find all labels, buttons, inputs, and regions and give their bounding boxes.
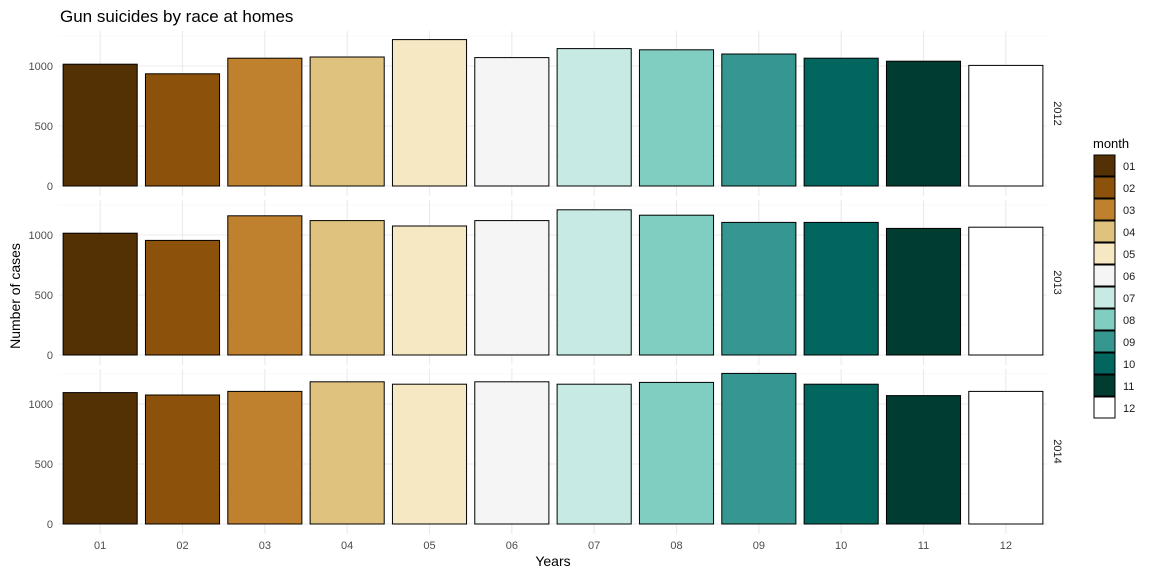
y-tick-label: 1000	[29, 61, 53, 73]
bar-2014-08	[638, 381, 715, 525]
y-tick-label: 500	[35, 459, 53, 471]
legend-label-10: 10	[1123, 359, 1135, 371]
facet-label-2013: 2013	[1051, 270, 1063, 294]
chart-title: Gun suicides by race at homes	[60, 7, 293, 26]
bar-2012-04	[309, 56, 385, 187]
bar-2014-09	[721, 372, 797, 525]
legend-label-11: 11	[1123, 381, 1134, 393]
facet-label-2012: 2012	[1051, 101, 1063, 125]
x-tick-label: 07	[588, 540, 600, 552]
legend-label-01: 01	[1123, 161, 1135, 173]
bar-2013-04	[309, 220, 385, 356]
bar-2012-07	[556, 48, 632, 187]
bar-2013-08	[638, 214, 715, 356]
x-tick-label: 06	[506, 540, 518, 552]
legend-swatch-02	[1093, 176, 1116, 199]
legend-label-12: 12	[1123, 403, 1135, 415]
bar-2012-05	[391, 39, 468, 187]
bar-2014-07	[556, 383, 632, 525]
bar-2014-02	[144, 394, 221, 525]
panel-2014: 0 500 1000 2014	[29, 369, 1063, 534]
legend-swatch-05	[1093, 242, 1116, 265]
bar-2012-08	[638, 49, 715, 187]
x-tick-label: 02	[176, 540, 188, 552]
bar-2014-12	[968, 390, 1044, 525]
legend-swatch-10	[1093, 352, 1116, 375]
x-tick-label: 03	[259, 540, 271, 552]
legend-swatch-03	[1093, 198, 1116, 221]
bar-2014-04	[309, 381, 385, 525]
legend-label-09: 09	[1123, 337, 1135, 349]
y-tick-label: 0	[47, 519, 53, 531]
bar-2014-03	[227, 390, 303, 525]
bar-2013-07	[556, 209, 632, 356]
legend-label-04: 04	[1123, 227, 1135, 239]
bar-2014-05	[391, 383, 468, 525]
bar-2013-02	[144, 239, 221, 356]
bar-2013-11	[885, 227, 962, 356]
bar-2012-01	[62, 63, 138, 187]
x-axis-ticks: 01 02 03 04 05 06 07 08 09 10 11 12	[94, 540, 1012, 552]
legend-swatch-11	[1093, 374, 1116, 397]
chart-panels: 0 500 1000 2012 0 500 1000 2013 0 500 1000 2014	[29, 31, 1063, 534]
bar-2013-09	[721, 221, 797, 356]
panel-2012: 0 500 1000 2012	[29, 31, 1063, 196]
legend-label-06: 06	[1123, 271, 1135, 283]
legend-swatch-01	[1093, 154, 1116, 177]
bar-2013-10	[803, 221, 879, 356]
y-axis-title: Number of cases	[7, 243, 23, 349]
bar-2013-03	[227, 215, 303, 356]
legend-swatch-04	[1093, 220, 1116, 243]
y-tick-label: 1000	[29, 230, 53, 242]
legend-label-02: 02	[1123, 183, 1135, 195]
legend-swatch-07	[1093, 286, 1116, 309]
legend-title: month	[1093, 136, 1129, 151]
bar-2012-03	[227, 57, 303, 187]
bar-2013-06	[474, 220, 550, 356]
x-tick-label: 09	[753, 540, 765, 552]
bar-2012-10	[803, 57, 879, 187]
x-tick-label: 10	[835, 540, 847, 552]
y-tick-label: 1000	[29, 399, 53, 411]
legend-items: 01 02 03 04 05 06 07 08 09 10 11 12	[1093, 154, 1135, 419]
legend-label-07: 07	[1123, 293, 1135, 305]
facet-label-2014: 2014	[1051, 439, 1063, 463]
legend-label-03: 03	[1123, 205, 1135, 217]
y-tick-label: 0	[47, 350, 53, 362]
x-tick-label: 04	[341, 540, 353, 552]
bar-2013-05	[391, 225, 468, 356]
bar-2012-11	[885, 60, 962, 187]
y-tick-label: 500	[35, 290, 53, 302]
bar-2013-12	[968, 226, 1044, 356]
legend-label-05: 05	[1123, 249, 1135, 261]
legend-label-08: 08	[1123, 315, 1135, 327]
bar-2012-02	[144, 73, 221, 187]
x-tick-label: 12	[1000, 540, 1012, 552]
panel-2013: 0 500 1000 2013	[29, 200, 1063, 365]
y-tick-label: 0	[47, 181, 53, 193]
legend-swatch-09	[1093, 330, 1116, 353]
x-tick-label: 01	[94, 540, 106, 552]
x-tick-label: 11	[918, 540, 929, 552]
y-tick-label: 500	[35, 121, 53, 133]
bar-2012-06	[474, 57, 550, 187]
bar-2013-01	[62, 232, 138, 356]
legend: month 01 02 03 04 05 06 07 08 09 10 11 12	[1093, 136, 1135, 419]
bar-2014-10	[803, 383, 879, 525]
legend-swatch-08	[1093, 308, 1116, 331]
bar-2014-11	[885, 395, 962, 525]
bar-2012-12	[968, 64, 1044, 187]
legend-swatch-12	[1093, 396, 1116, 419]
x-axis-title: Years	[535, 553, 570, 569]
bar-2012-09	[721, 53, 797, 187]
bar-2014-01	[62, 392, 138, 525]
bar-2014-06	[474, 381, 550, 525]
legend-swatch-06	[1093, 264, 1116, 287]
x-tick-label: 08	[670, 540, 682, 552]
x-tick-label: 05	[423, 540, 435, 552]
